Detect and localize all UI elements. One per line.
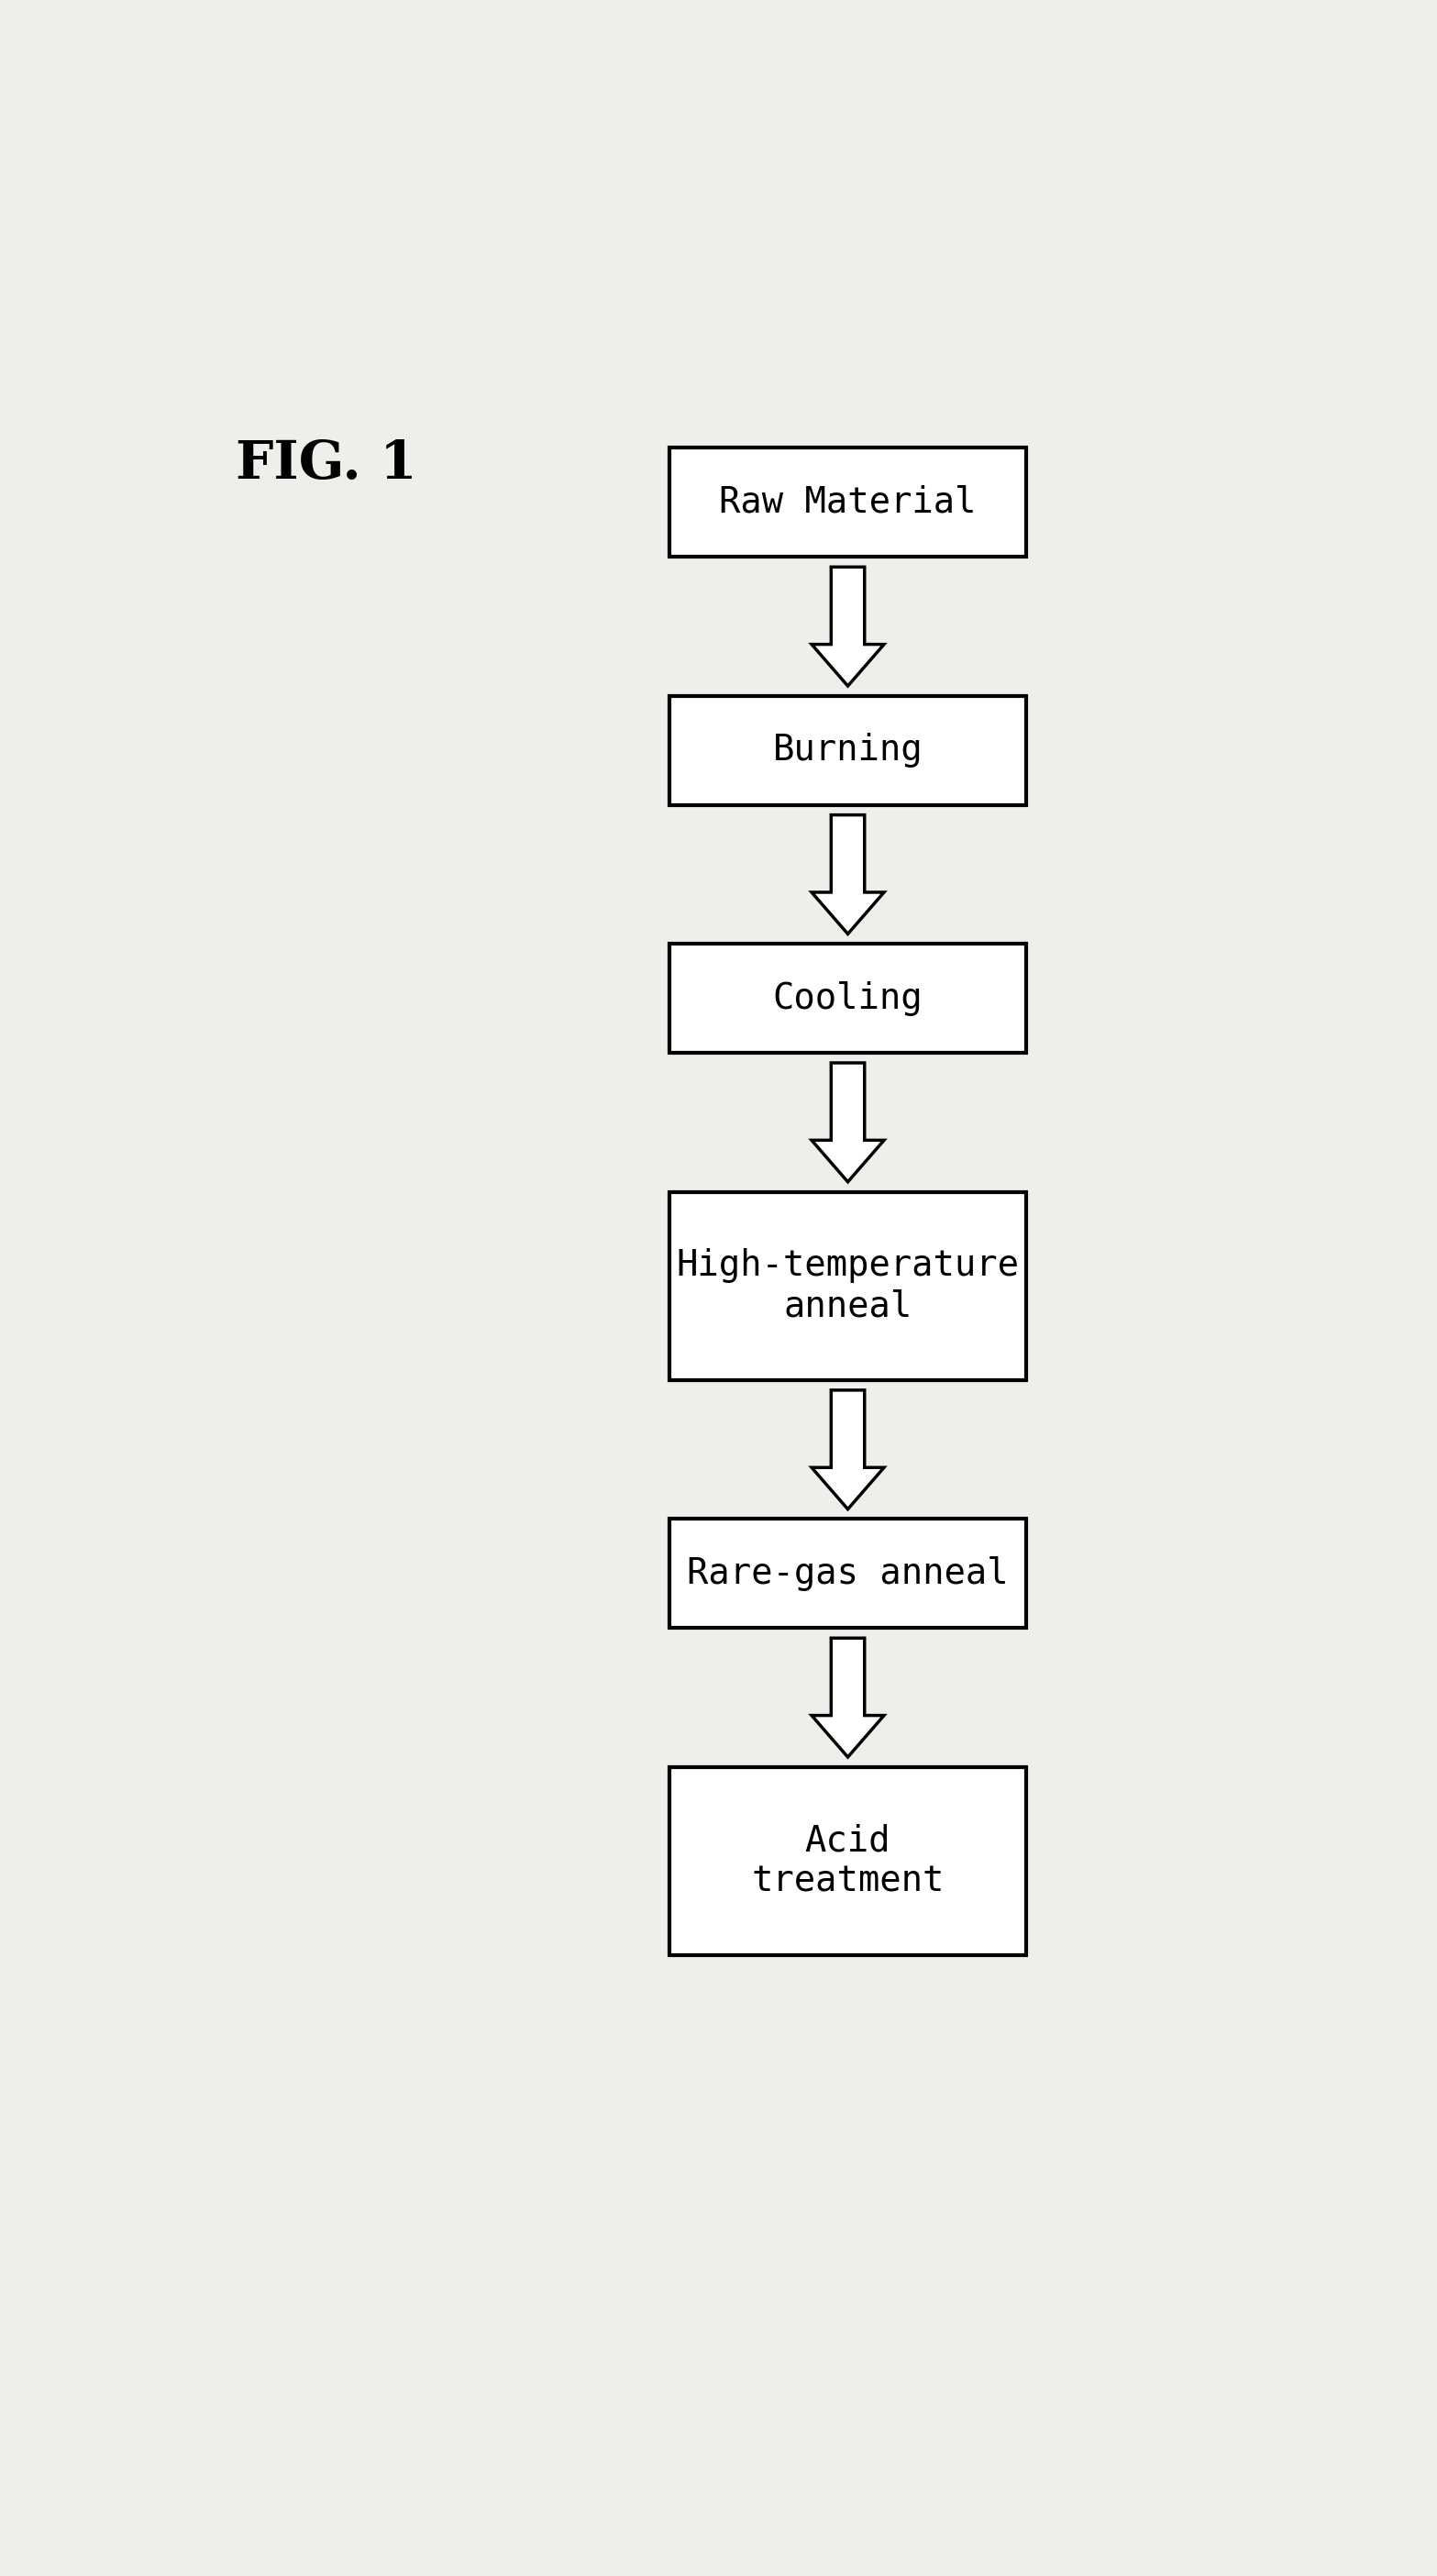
Text: Cooling: Cooling [773,981,923,1015]
Bar [670,1520,1026,1628]
Text: FIG. 1: FIG. 1 [236,438,417,489]
Bar [670,1193,1026,1381]
Polygon shape [812,1638,884,1757]
Polygon shape [812,814,884,935]
Bar [670,696,1026,804]
Bar [670,943,1026,1054]
Bar [670,448,1026,556]
Text: Acid
treatment: Acid treatment [752,1824,944,1899]
Text: Burning: Burning [773,734,923,768]
Polygon shape [812,567,884,685]
Polygon shape [812,1064,884,1182]
Bar [670,1767,1026,1955]
Text: Raw Material: Raw Material [718,484,977,520]
Text: High-temperature
anneal: High-temperature anneal [677,1249,1019,1324]
Polygon shape [812,1391,884,1510]
Text: Rare-gas anneal: Rare-gas anneal [687,1556,1009,1592]
